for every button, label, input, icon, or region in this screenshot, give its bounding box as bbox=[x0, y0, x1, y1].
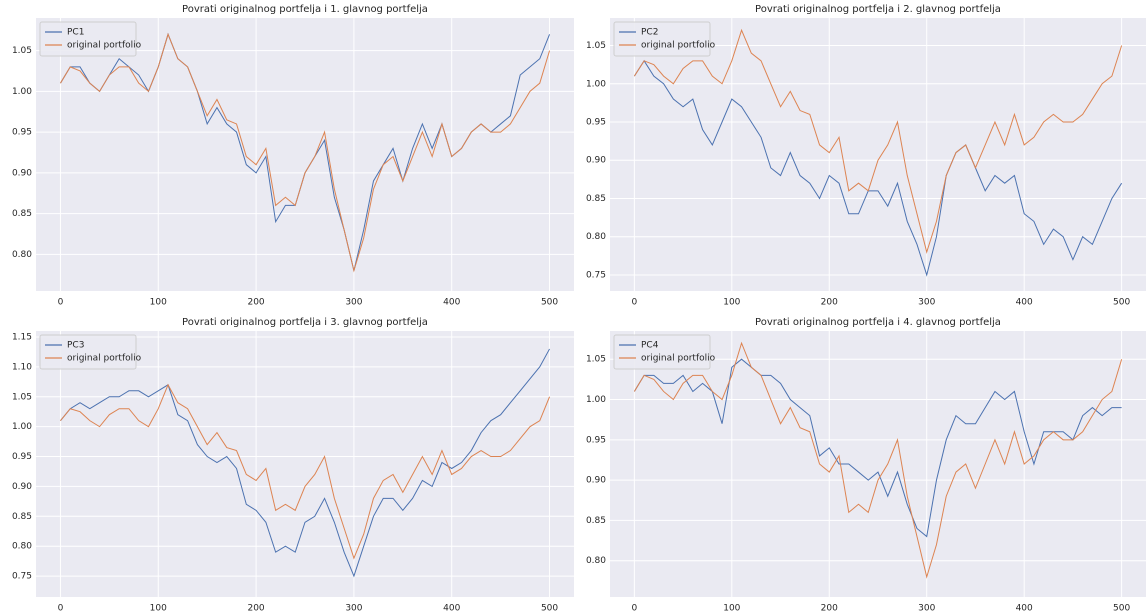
x-tick-label: 200 bbox=[247, 298, 264, 308]
series-line bbox=[633, 59, 1123, 277]
x-tick-label: 300 bbox=[345, 298, 362, 308]
y-tick-label: 0.95 bbox=[586, 435, 606, 445]
subplot: 0.75 0.80 0.85 0.90 0.95 1.00 1.05 0 100 200 300 40… bbox=[586, 4, 1146, 308]
x-tick-label: 0 bbox=[58, 298, 64, 308]
x-tick-label: 200 bbox=[821, 298, 838, 308]
x-tick-label: 400 bbox=[443, 298, 460, 308]
y-tick-label: 0.80 bbox=[586, 556, 606, 566]
x-tick-label: 200 bbox=[247, 604, 264, 614]
legend-label: original portfolio bbox=[67, 354, 142, 364]
y-tick-label: 0.75 bbox=[12, 572, 32, 582]
x-tick-label: 400 bbox=[1016, 604, 1033, 614]
x-tick-label: 500 bbox=[1113, 298, 1130, 308]
x-tick-label: 300 bbox=[345, 604, 362, 614]
series-line bbox=[60, 32, 551, 273]
series-line bbox=[60, 383, 551, 560]
legend-box bbox=[613, 21, 711, 57]
y-tick-label: 0.80 bbox=[12, 250, 32, 260]
plot-area bbox=[610, 18, 1146, 291]
y-tick-label: 0.80 bbox=[586, 232, 606, 242]
chart-title: Povrati originalnog portfelja i 4. glavn… bbox=[755, 317, 1001, 328]
y-tick-label: 1.15 bbox=[12, 332, 32, 342]
y-tick-label: 1.00 bbox=[12, 87, 32, 97]
series-line bbox=[60, 348, 550, 578]
x-tick-label: 0 bbox=[631, 604, 637, 614]
y-tick-label: 0.85 bbox=[12, 209, 32, 219]
y-tick-label: 0.90 bbox=[586, 476, 606, 486]
x-tick-label: 300 bbox=[918, 604, 935, 614]
x-tick-label: 100 bbox=[150, 298, 167, 308]
legend-box bbox=[613, 334, 711, 370]
x-tick-label: 200 bbox=[821, 604, 838, 614]
legend-box bbox=[39, 21, 137, 57]
x-tick-label: 500 bbox=[541, 604, 558, 614]
legend-label: original portfolio bbox=[641, 41, 716, 51]
x-tick-label: 500 bbox=[1113, 604, 1130, 614]
y-tick-label: 1.00 bbox=[12, 422, 32, 432]
subplot: 0.75 0.80 0.85 0.90 0.95 1.00 1.05 1.10 1.15 0 100… bbox=[12, 317, 574, 614]
y-tick-label: 0.95 bbox=[12, 452, 32, 462]
y-tick-label: 1.05 bbox=[12, 392, 32, 402]
x-tick-label: 300 bbox=[918, 298, 935, 308]
series-line bbox=[633, 358, 1122, 538]
y-tick-label: 1.00 bbox=[586, 79, 606, 89]
subplot: 0.80 0.85 0.90 0.95 1.00 1.05 0 100 200 300 400 500… bbox=[586, 317, 1146, 614]
y-tick-label: 0.75 bbox=[586, 270, 606, 280]
y-tick-label: 0.85 bbox=[586, 516, 606, 526]
x-tick-label: 400 bbox=[1016, 298, 1033, 308]
legend-label: PC3 bbox=[67, 341, 84, 351]
legend-label: PC4 bbox=[641, 341, 659, 351]
chart-title: Povrati originalnog portfelja i 3. glavn… bbox=[182, 317, 428, 328]
legend-label: PC1 bbox=[67, 28, 84, 38]
x-tick-label: 0 bbox=[58, 604, 64, 614]
x-tick-label: 100 bbox=[150, 604, 167, 614]
y-tick-label: 0.85 bbox=[586, 194, 606, 204]
y-tick-label: 0.95 bbox=[12, 128, 32, 138]
x-tick-label: 100 bbox=[723, 298, 740, 308]
chart-title: Povrati originalnog portfelja i 1. glavn… bbox=[182, 4, 428, 15]
y-tick-label: 1.05 bbox=[12, 46, 32, 56]
legend-label: original portfolio bbox=[641, 354, 716, 364]
y-tick-label: 1.00 bbox=[586, 395, 606, 405]
y-tick-label: 1.05 bbox=[586, 355, 606, 365]
y-tick-label: 0.90 bbox=[12, 482, 32, 492]
subplot: 0.80 0.85 0.90 0.95 1.00 1.05 0 100 200 300 400 500… bbox=[12, 4, 574, 308]
legend-label: original portfolio bbox=[67, 41, 142, 51]
legend-label: PC2 bbox=[641, 28, 658, 38]
plot-area bbox=[36, 331, 574, 597]
y-tick-label: 0.80 bbox=[12, 542, 32, 552]
y-tick-label: 0.90 bbox=[12, 168, 32, 178]
legend-box bbox=[39, 334, 137, 370]
series-line bbox=[633, 28, 1123, 254]
y-tick-label: 0.95 bbox=[586, 118, 606, 128]
series-line bbox=[633, 341, 1123, 579]
plot-area bbox=[36, 18, 574, 291]
chart-title: Povrati originalnog portfelja i 2. glavn… bbox=[755, 4, 1001, 15]
y-tick-label: 0.90 bbox=[586, 156, 606, 166]
x-tick-label: 0 bbox=[631, 298, 637, 308]
x-tick-label: 400 bbox=[443, 604, 460, 614]
plot-area bbox=[610, 331, 1146, 597]
x-tick-label: 500 bbox=[541, 298, 558, 308]
y-tick-label: 1.10 bbox=[12, 362, 32, 372]
y-tick-label: 0.85 bbox=[12, 512, 32, 522]
y-tick-label: 1.05 bbox=[586, 41, 606, 51]
x-tick-label: 100 bbox=[723, 604, 740, 614]
